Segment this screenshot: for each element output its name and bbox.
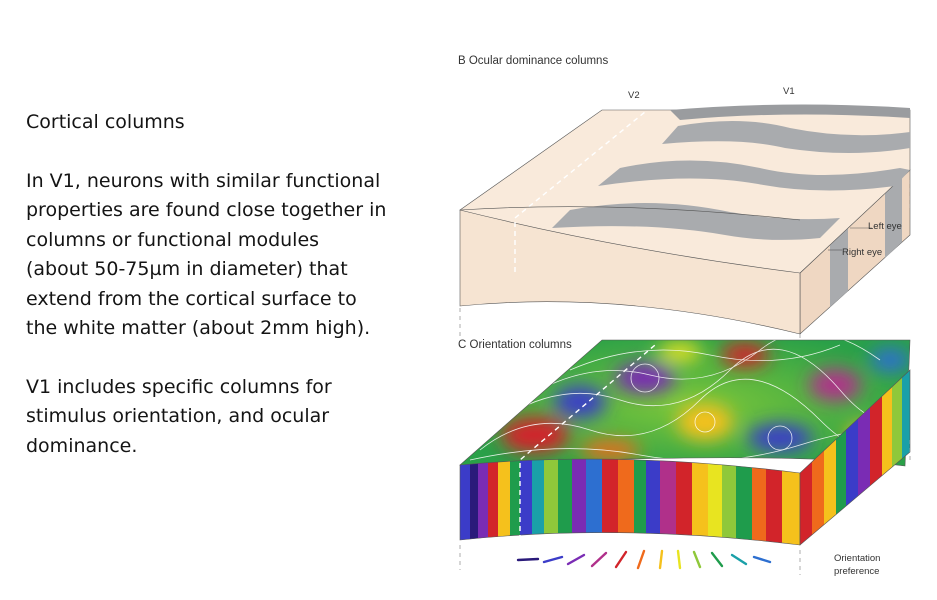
figure-svg: B Ocular dominance columns V2 V1 xyxy=(458,55,911,577)
text-column: Cortical columns In V1, neurons with sim… xyxy=(26,108,426,490)
v2-label: V2 xyxy=(628,90,640,101)
panel-c-title: C Orientation columns xyxy=(458,339,572,351)
paragraph-functional-columns: In V1, neurons with similar functional p… xyxy=(26,169,387,340)
left-eye-label: Left eye xyxy=(868,221,902,232)
ocular-dominance-block xyxy=(459,104,911,358)
heading-text: Cortical columns xyxy=(26,111,185,133)
paragraph-specific-columns: V1 includes specific columns for stimulu… xyxy=(26,375,332,457)
orientation-legend xyxy=(516,549,772,570)
orientation-block xyxy=(459,339,911,575)
right-eye-label: Right eye xyxy=(842,247,882,258)
panel-b-title: B Ocular dominance columns xyxy=(458,55,608,67)
orientation-legend-label-1: Orientation xyxy=(834,553,880,564)
orientation-legend-label-2: preference xyxy=(834,566,879,577)
figure-panel: B Ocular dominance columns V2 V1 xyxy=(440,40,937,600)
v1-label: V1 xyxy=(783,86,795,97)
